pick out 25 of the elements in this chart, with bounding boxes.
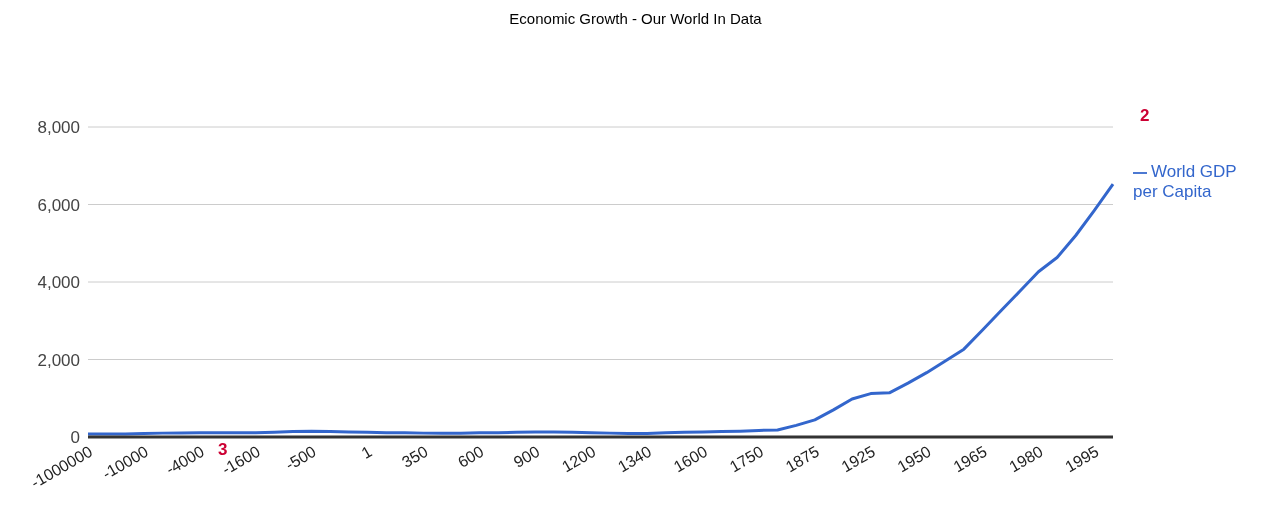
x-tick-label: 1: [358, 442, 375, 462]
y-tick-label: 2,000: [37, 350, 80, 370]
text: 2: [1140, 106, 1150, 126]
legend-label: World GDP per Capita: [1133, 162, 1237, 201]
x-tick-label: 1995: [1062, 442, 1102, 476]
x-tick-label: 900: [510, 442, 543, 471]
y-tick-label: 0: [70, 428, 80, 448]
y-tick-label: 6,000: [37, 195, 80, 215]
x-tick-label: 1980: [1006, 442, 1046, 476]
y-tick-label: 8,000: [37, 118, 80, 138]
x-tick-label: 600: [454, 442, 487, 471]
x-tick-label: -500: [282, 442, 319, 474]
chart-title: Economic Growth - Our World In Data: [508, 9, 763, 29]
x-tick-label: 1750: [726, 442, 767, 476]
y-tick-label: 4,000: [37, 273, 80, 293]
line-series: [86, 182, 1115, 436]
x-tick-label: 1965: [950, 442, 990, 476]
x-tick-label: 1925: [838, 442, 878, 476]
x-tick-label: 350: [399, 442, 431, 471]
x-tick-label: 1950: [894, 442, 934, 476]
x-tick-label: 1340: [614, 442, 655, 476]
x-tick-label: 1875: [782, 442, 823, 476]
x-tick-label: 1600: [670, 442, 711, 476]
x-tick-label: -4000: [163, 442, 208, 478]
x-tick-label: 1200: [559, 442, 599, 476]
